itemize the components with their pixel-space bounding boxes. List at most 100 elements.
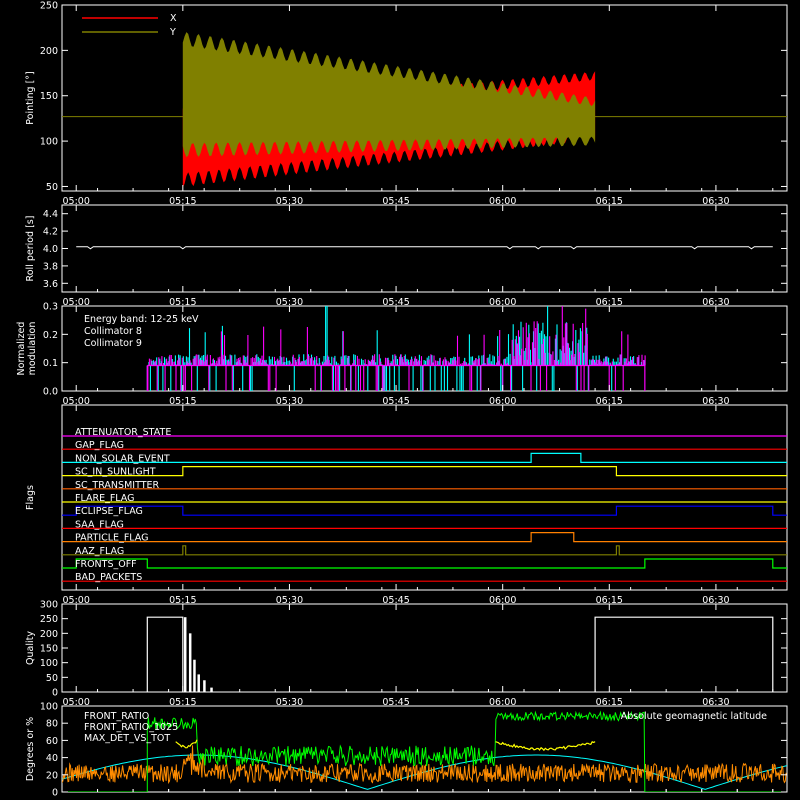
- x-tick-label: 06:15: [596, 396, 623, 407]
- x-tick-label: 05:00: [63, 297, 90, 308]
- pointing-series: [62, 32, 787, 188]
- flag-label-non_solar_event: NON_SOLAR_EVENT: [75, 453, 170, 464]
- plot-frame: [61, 204, 788, 293]
- y-axis-label: Flags: [25, 485, 36, 510]
- x-tick-label: 06:00: [489, 595, 516, 606]
- y-tick-label: 150: [40, 91, 58, 102]
- y-tick-label: 100: [40, 658, 58, 669]
- flag-label-saa_flag: SAA_FLAG: [75, 519, 124, 530]
- legend-label-geomagnetic-latitude: Absolute geomagnetic latitude: [621, 711, 767, 722]
- y-axis-label: Pointing [°]: [25, 71, 36, 124]
- quality-spike: [183, 617, 187, 692]
- x-tick-label: 05:00: [63, 595, 90, 606]
- y-tick-label: 100: [40, 137, 58, 148]
- legend-label-collimator-9: Collimator 9: [84, 338, 142, 349]
- y-tick-label: 4.4: [43, 209, 58, 220]
- quality-segment: [594, 616, 774, 692]
- x-tick-label: 05:30: [276, 396, 303, 407]
- x-tick-label: 06:00: [489, 196, 516, 207]
- y-tick-label: 3.8: [43, 261, 58, 272]
- flag-line-fronts_off: [62, 558, 787, 569]
- flag-label-fronts_off: FRONTS_OFF: [75, 559, 137, 570]
- flag-label-particle_flag: PARTICLE_FLAG: [75, 533, 148, 544]
- x-tick-label: 06:30: [702, 396, 729, 407]
- flag-label-gap_flag: GAP_FLAG: [75, 440, 124, 451]
- x-tick-label: 06:15: [596, 196, 623, 207]
- plot-frame: [61, 705, 788, 793]
- panel-1: [61, 4, 788, 192]
- x-tick-label: 06:15: [596, 697, 623, 708]
- panel-3: [61, 305, 788, 392]
- x-tick-label: 06:00: [489, 396, 516, 407]
- flag-line-sc_in_sunlight: [62, 466, 787, 477]
- x-tick-label: 05:45: [382, 196, 409, 207]
- x-tick-label: 05:15: [169, 297, 196, 308]
- y-tick-label: 300: [40, 600, 58, 611]
- y-tick-label: 60: [46, 736, 58, 747]
- x-tick-label: 05:30: [276, 297, 303, 308]
- y-tick-label: 0: [52, 688, 58, 699]
- x-tick-label: 05:30: [276, 196, 303, 207]
- flag-label-sc_in_sunlight: SC_IN_SUNLIGHT: [75, 467, 156, 478]
- y-tick-label: 200: [40, 629, 58, 640]
- panel-5: [61, 603, 788, 693]
- quality-spike: [197, 674, 200, 692]
- flag-label-eclipse_flag: ECLIPSE_FLAG: [75, 506, 143, 517]
- y-tick-label: 50: [46, 673, 58, 684]
- plot-frame: [61, 4, 788, 192]
- x-tick-label: 05:15: [169, 396, 196, 407]
- quality-spike: [193, 659, 196, 692]
- y-tick-label: 3.6: [43, 279, 58, 290]
- y-tick-label: 0: [52, 788, 58, 799]
- legend-label-collimator-8: Collimator 8: [84, 326, 142, 337]
- y-tick-label: 0.3: [43, 302, 58, 313]
- y-axis-label: Roll period [s]: [25, 216, 36, 282]
- y-axis-label: modulation: [27, 322, 38, 376]
- roll-period-line: [76, 246, 773, 250]
- y-tick-label: 200: [40, 46, 58, 57]
- x-tick-label: 06:30: [702, 697, 729, 708]
- flag-line-non_solar_event: [62, 452, 787, 463]
- x-tick-label: 05:00: [63, 396, 90, 407]
- x-tick-label: 06:30: [702, 297, 729, 308]
- x-tick-label: 05:30: [276, 595, 303, 606]
- y-tick-label: 80: [46, 719, 58, 730]
- y-tick-label: 4.0: [43, 244, 58, 255]
- y-tick-label: 0.1: [43, 358, 58, 369]
- x-tick-label: 05:45: [382, 396, 409, 407]
- x-tick-label: 06:15: [596, 595, 623, 606]
- y-tick-label: 0.0: [43, 387, 58, 398]
- y-tick-label: 4.2: [43, 227, 58, 238]
- quality-spike: [203, 680, 206, 692]
- y-tick-label: 250: [40, 614, 58, 625]
- flag-label-aaz_flag: AAZ_FLAG: [75, 546, 124, 557]
- flag-label-sc_transmitter: SC_TRANSMITTER: [75, 480, 160, 491]
- front-ratio-1025-line: [62, 710, 787, 792]
- flag-label-bad_packets: BAD_PACKETS: [75, 572, 142, 583]
- flag-label-flare_flag: FLARE_FLAG: [75, 493, 135, 504]
- x-tick-label: 05:45: [382, 595, 409, 606]
- x-tick-label: 05:00: [63, 196, 90, 207]
- x-tick-label: 06:30: [702, 595, 729, 606]
- max-det-vs-tot-line: [62, 745, 787, 785]
- x-tick-label: 05:00: [63, 697, 90, 708]
- x-tick-label: 05:15: [169, 595, 196, 606]
- legend-label-front-ratio-1025: FRONT_RATIO_1025: [84, 722, 178, 733]
- flag-label-attenuator_state: ATTENUATOR_STATE: [75, 427, 171, 438]
- y-tick-label: 20: [46, 770, 58, 781]
- plot-frame: [61, 404, 788, 591]
- energy-band-annotation: Energy band: 12-25 keV: [84, 314, 199, 325]
- y-tick-label: 250: [40, 1, 58, 12]
- y-tick-label: 40: [46, 753, 58, 764]
- legend-label-x: X: [170, 13, 177, 24]
- x-tick-label: 05:15: [169, 196, 196, 207]
- flag-line-eclipse_flag: [62, 505, 787, 516]
- y-axis-label: Degrees or %: [25, 717, 36, 781]
- legend-label-y: Y: [169, 27, 176, 38]
- x-tick-label: 05:15: [169, 697, 196, 708]
- y-axis-label: Quality: [25, 631, 36, 665]
- x-tick-label: 06:15: [596, 297, 623, 308]
- plot-frame: [61, 305, 788, 392]
- legend-label-max-det-vs-tot: MAX_DET_VS_TOT: [84, 733, 170, 744]
